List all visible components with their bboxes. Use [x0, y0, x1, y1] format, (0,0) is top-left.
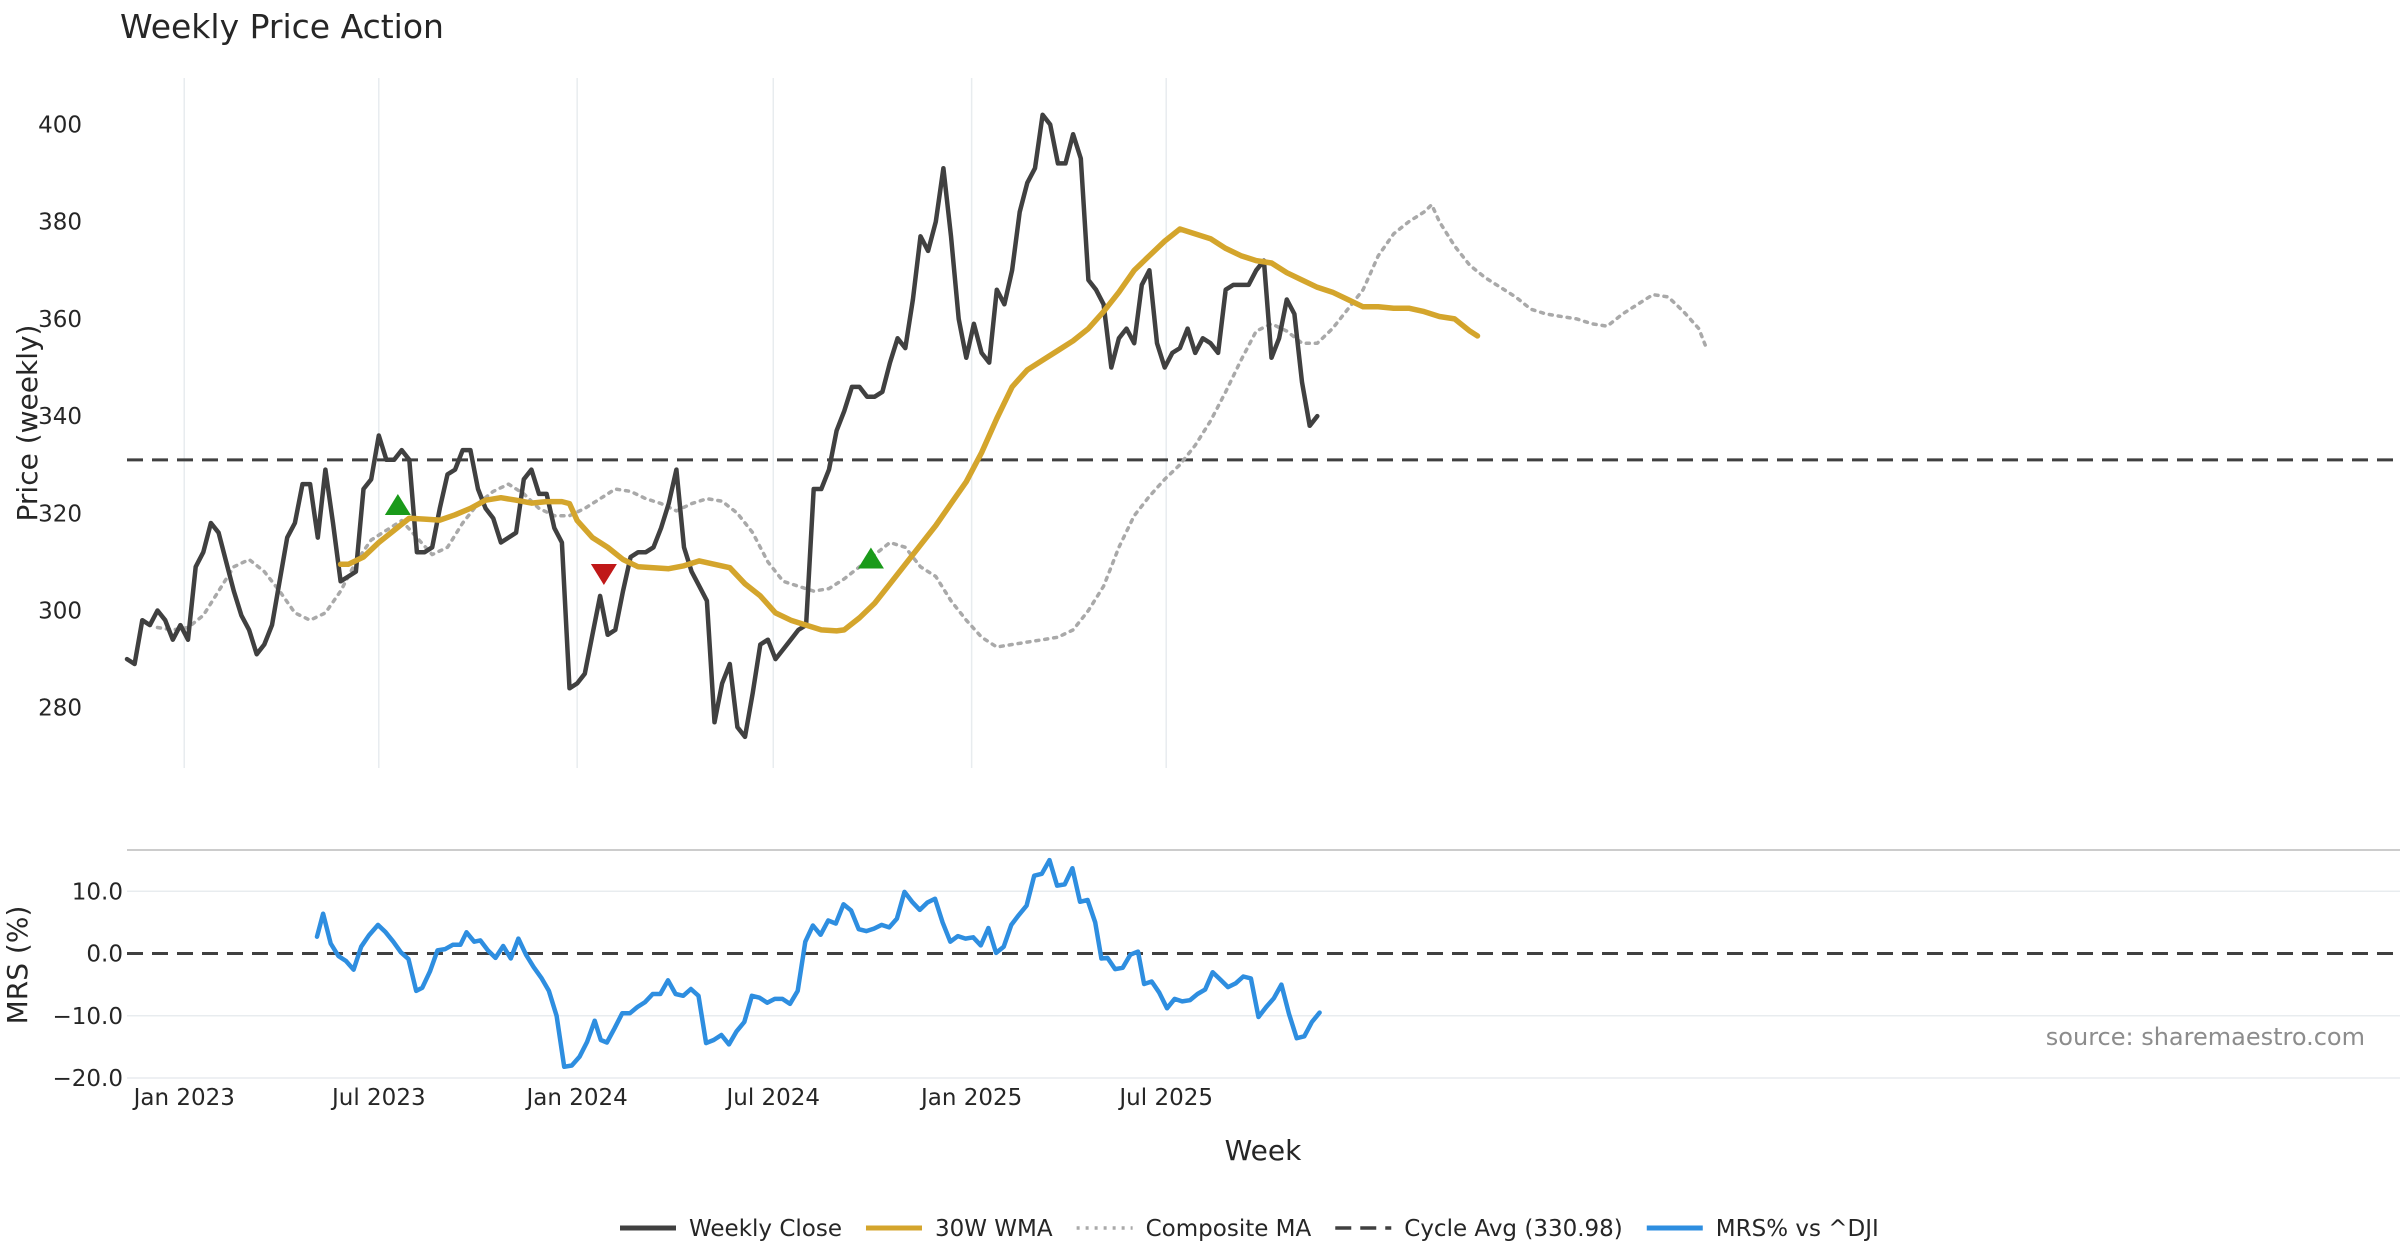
legend-label-3: Cycle Avg (330.98) [1404, 1216, 1623, 1242]
buy-signal-marker-0 [384, 494, 411, 516]
legend-label-4: MRS% vs ^DJI [1716, 1216, 1879, 1242]
buy-signal-marker-2 [857, 547, 884, 569]
chart-title: Weekly Price Action [120, 7, 444, 46]
mrs-ytick-label-0: 10.0 [72, 879, 123, 905]
composite-ma-line [155, 202, 1709, 649]
legend-item-2: Composite MA [1076, 1216, 1312, 1242]
mrs-ytick-label-1: 0.0 [86, 942, 123, 968]
legend-item-3: Cycle Avg (330.98) [1335, 1216, 1623, 1242]
legend-item-1: 30W WMA [865, 1216, 1053, 1242]
weekly-close-line [124, 112, 1320, 740]
mrs-y-axis-title: MRS (%) [1, 906, 34, 1025]
x-tick-label-0: Jan 2023 [132, 1085, 235, 1111]
x-tick-label-4: Jan 2025 [919, 1085, 1022, 1111]
legend-label-2: Composite MA [1146, 1216, 1312, 1242]
price-ytick-label-4: 360 [38, 307, 82, 333]
x-tick-label-3: Jul 2024 [724, 1085, 820, 1111]
sell-signal-marker-1 [590, 564, 617, 586]
price-ytick-label-3: 340 [38, 404, 82, 430]
legend-item-4: MRS% vs ^DJI [1646, 1216, 1879, 1242]
price-ytick-label-0: 280 [38, 696, 82, 722]
legend-label-0: Weekly Close [689, 1216, 842, 1242]
price-panel: 280 300 320 340 360 380 400 Price (weekly) [11, 78, 2400, 768]
x-tick-label-5: Jul 2025 [1117, 1085, 1213, 1111]
mrs-ytick-label-2: −10.0 [53, 1004, 123, 1030]
mrs-ytick-label-3: −20.0 [53, 1066, 123, 1092]
legend-label-1: 30W WMA [935, 1216, 1053, 1242]
price-y-axis-title: Price (weekly) [11, 325, 44, 522]
source-annotation: source: sharemaestro.com [2046, 1023, 2365, 1051]
legend: Weekly Close 30W WMA Composite MA Cycle Avg… [620, 1216, 1879, 1242]
x-tick-label-1: Jul 2023 [330, 1085, 426, 1111]
x-axis-title: Week [1225, 1134, 1302, 1167]
mrs-panel: 10.0 0.0 −10.0 −20.0 MRS (%) Jan 2023 Jul 2023… [1, 849, 2400, 1111]
wma-30w-line [337, 226, 1481, 634]
mrs-vs-dji-line [314, 857, 1322, 1070]
price-ytick-label-5: 380 [38, 210, 82, 236]
price-ytick-label-6: 400 [38, 113, 82, 139]
x-tick-label-2: Jan 2024 [525, 1085, 628, 1111]
price-ytick-label-2: 320 [38, 501, 82, 527]
price-ytick-label-1: 300 [38, 599, 82, 625]
legend-item-0: Weekly Close [620, 1216, 842, 1242]
